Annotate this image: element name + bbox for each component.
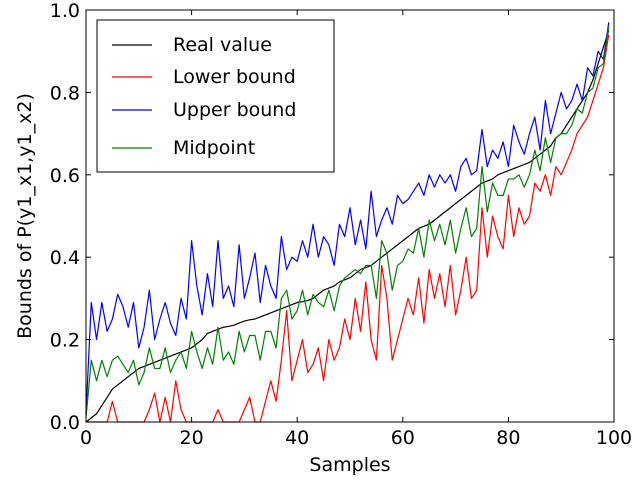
x-axis-label: Samples — [309, 454, 390, 476]
series-line-midpoint — [85, 26, 610, 418]
legend-item-real-value: Real value — [112, 34, 272, 56]
plot-frame — [85, 9, 615, 423]
legend-label-upper-bound: Upper bound — [173, 99, 296, 121]
legend-label-midpoint: Midpoint — [173, 137, 255, 159]
y-tick-label: 0.0 — [50, 412, 80, 434]
legend-item-lower-bound: Lower bound — [112, 66, 296, 88]
y-axis-label: Bounds of P(y1_x1,y1_x2) — [14, 93, 36, 339]
y-tick-label: 1.0 — [50, 0, 80, 22]
x-tick-label: 60 — [391, 427, 415, 449]
legend-label-real-value: Real value — [173, 34, 272, 56]
x-tick-label: 0 — [80, 427, 92, 449]
legend: Real value Lower bound Upper bound Midpo… — [96, 19, 335, 173]
series-line-upper-bound — [85, 22, 610, 414]
series-layer — [85, 22, 610, 423]
ticks-layer: 0 20 40 60 80 100 0.0 0.2 0.4 0.6 0.8 1.0 — [50, 0, 632, 449]
y-tick-label: 0.8 — [50, 82, 80, 104]
x-tick-label: 40 — [285, 427, 309, 449]
x-tick-label: 80 — [496, 427, 520, 449]
series-line-real-value — [85, 30, 610, 423]
x-tick-label: 20 — [180, 427, 204, 449]
x-tick-label: 100 — [596, 427, 632, 449]
legend-item-midpoint: Midpoint — [112, 137, 255, 159]
y-tick-label: 0.6 — [50, 165, 80, 187]
y-tick-label: 0.2 — [50, 330, 80, 352]
series-line-lower-bound — [86, 34, 610, 423]
y-tick-label: 0.4 — [50, 247, 80, 269]
legend-label-lower-bound: Lower bound — [173, 66, 296, 88]
legend-item-upper-bound: Upper bound — [112, 99, 296, 121]
